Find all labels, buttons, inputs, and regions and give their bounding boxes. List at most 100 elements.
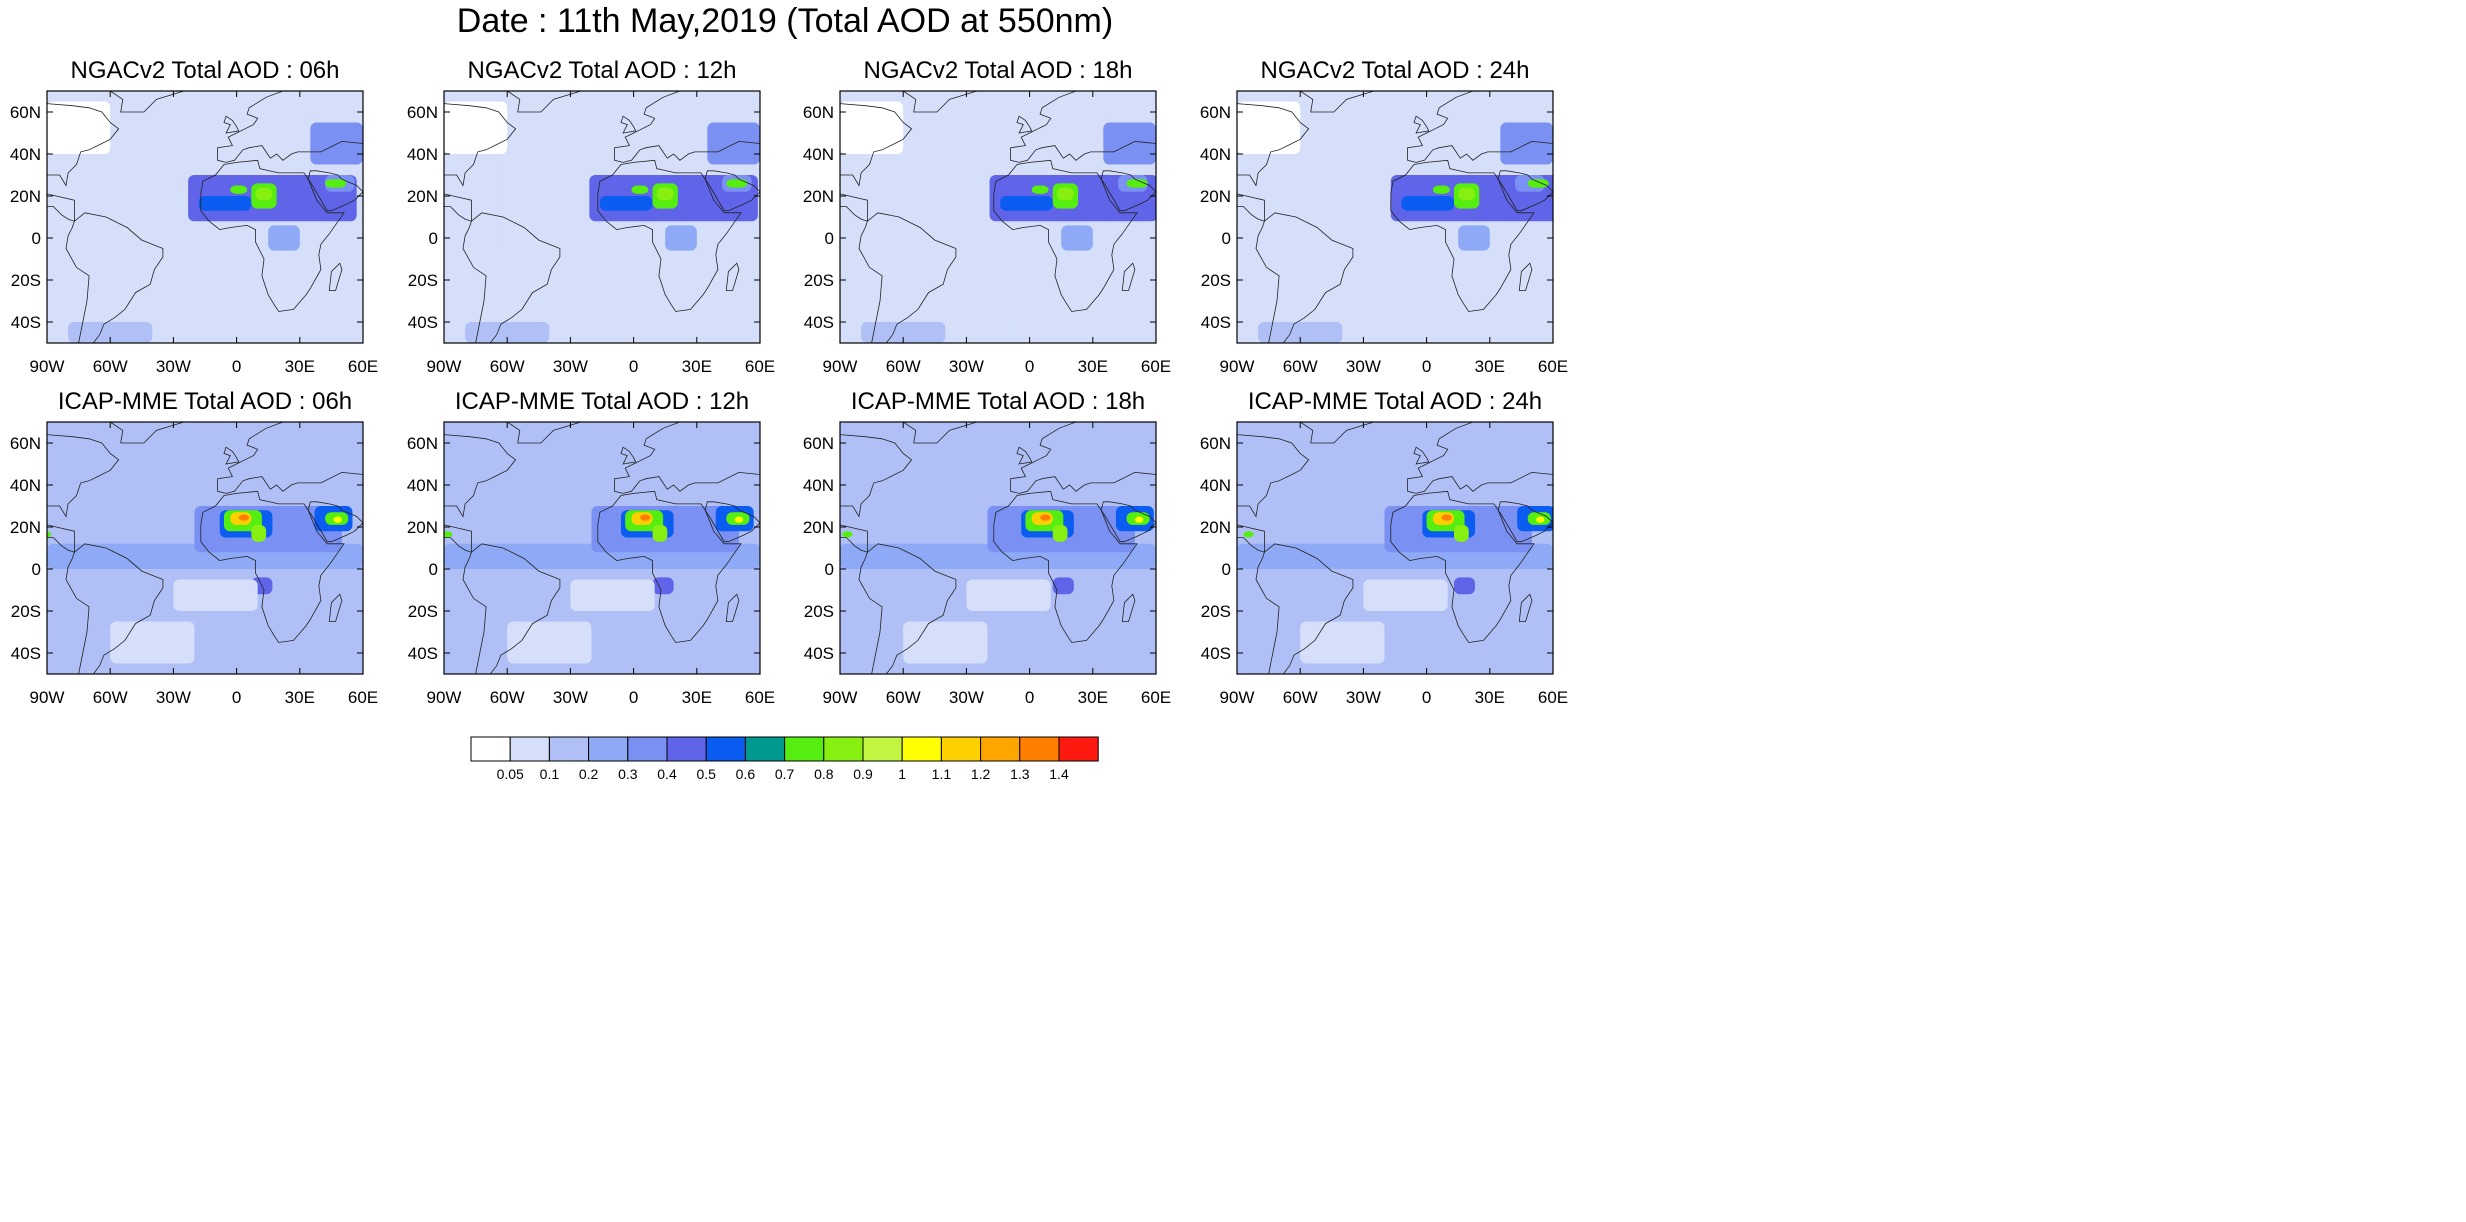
coastline-samerica <box>858 212 957 343</box>
lat-tick-label: 40N <box>803 145 834 164</box>
coastline-arabia <box>307 170 363 212</box>
lon-tick-label: 60W <box>886 688 921 707</box>
lat-tick-label: 20N <box>803 518 834 537</box>
coastline-europe <box>1407 91 1553 163</box>
aod-patch <box>734 516 744 523</box>
aod-patch <box>310 122 363 165</box>
aod-patch <box>1134 516 1144 523</box>
map-frame <box>839 90 1157 344</box>
coastline-europe <box>217 91 363 163</box>
coastline-africa <box>200 490 345 643</box>
coastline-africa <box>597 490 742 643</box>
lat-tick-label: 20S <box>804 271 834 290</box>
lon-tick-label: 60W <box>1283 357 1318 376</box>
lat-tick-label: 20N <box>803 187 834 206</box>
colorbar-swatch <box>666 736 707 762</box>
coastline-samerica <box>858 543 957 674</box>
lat-tick-label: 40N <box>803 476 834 495</box>
lon-tick-label: 30W <box>1346 357 1381 376</box>
coastline-africa <box>200 159 345 312</box>
lat-tick-label: 20S <box>804 602 834 621</box>
lon-tick-label: 30W <box>553 357 588 376</box>
colorbar-label: 0.4 <box>657 766 677 782</box>
colorbar-label: 1 <box>898 766 907 782</box>
lon-tick-label: 60E <box>1141 688 1171 707</box>
aod-patch <box>1052 524 1068 542</box>
lat-tick-label: 60N <box>407 103 438 122</box>
coastline-arabia <box>704 501 760 543</box>
coastline-europe <box>1407 422 1553 494</box>
lat-tick-label: 60N <box>10 434 41 453</box>
lon-tick-label: 0 <box>1025 357 1034 376</box>
lat-tick-label: 0 <box>429 229 438 248</box>
coastline-samerica <box>462 543 561 674</box>
lon-tick-label: 30E <box>1078 357 1108 376</box>
aod-patch <box>612 301 697 343</box>
aod-map-panel: 90W 60W 30W 0 30E 60E 60N 40N 20N 0 20S 40S <box>10 90 378 376</box>
aod-patch <box>238 514 250 521</box>
lat-tick-label: 40N <box>1200 476 1231 495</box>
lon-tick-label: 60W <box>490 688 525 707</box>
coastline-greenland <box>506 422 582 444</box>
aod-patch <box>639 514 651 521</box>
coastline-greenland <box>1299 422 1375 444</box>
aod-field <box>1237 91 1553 343</box>
lat-tick-label: 0 <box>1222 560 1231 579</box>
lon-tick-label: 90W <box>30 357 65 376</box>
aod-patch <box>47 101 111 154</box>
colorbar-swatch <box>548 736 590 762</box>
lon-tick-label: 0 <box>232 357 241 376</box>
aod-patch <box>68 322 153 343</box>
coastline-greenland <box>902 91 978 113</box>
lon-tick-label: 60W <box>886 357 921 376</box>
lat-tick-label: 60N <box>1200 434 1231 453</box>
colorbar-swatch <box>509 736 550 762</box>
aod-patch <box>840 101 904 154</box>
aod-patch <box>1243 531 1254 538</box>
main-title: Date : 11th May,2019 (Total AOD at 550nm… <box>456 2 1114 40</box>
colorbar-label: 0.05 <box>496 766 524 782</box>
map-frame <box>443 90 761 344</box>
coastline-arabia <box>1100 170 1156 212</box>
map-frame <box>1236 421 1554 675</box>
lon-tick-label: 30W <box>156 357 191 376</box>
lon-tick-label: 0 <box>1422 357 1431 376</box>
aod-patch <box>268 225 300 251</box>
aod-field <box>444 91 760 343</box>
aod-field <box>840 91 1156 343</box>
aod-patch <box>652 577 674 595</box>
coastline-samerica <box>65 543 164 674</box>
aod-map-panel: 90W 60W 30W 0 30E 60E 60N 40N 20N 0 20S 40S <box>803 90 1171 376</box>
lat-tick-label: 20N <box>10 187 41 206</box>
coastline-madagascar <box>725 262 740 291</box>
aod-patch <box>842 531 853 538</box>
panel-title: ICAP-MME Total AOD : 06h <box>57 388 353 415</box>
aod-map-panel: 90W 60W 30W 0 30E 60E 60N 40N 20N 0 20S 40S <box>1200 90 1568 376</box>
lon-tick-label: 0 <box>629 688 638 707</box>
coastline-namerica <box>444 103 517 187</box>
aod-patch <box>966 579 1051 611</box>
colorbar-swatch <box>784 736 825 762</box>
coastline-greenland <box>902 422 978 444</box>
lon-tick-label: 30E <box>1078 688 1108 707</box>
aod-patch <box>1441 514 1452 521</box>
coastline-madagascar <box>328 262 343 291</box>
aod-patch <box>1008 301 1093 343</box>
lon-tick-label: 30E <box>1475 688 1505 707</box>
lon-tick-label: 90W <box>1220 688 1255 707</box>
lat-tick-label: 20N <box>1200 187 1231 206</box>
coastline-africa <box>1390 490 1535 643</box>
coastline-greenland <box>506 91 582 113</box>
lon-tick-label: 30E <box>682 688 712 707</box>
lat-tick-label: 20S <box>11 271 41 290</box>
lon-tick-label: 30W <box>949 688 984 707</box>
coastline-camerica <box>444 193 472 222</box>
coastline-arabia <box>1497 501 1553 543</box>
aod-patch <box>707 122 760 165</box>
colorbar-swatch <box>744 736 786 762</box>
aod-field <box>47 91 363 343</box>
aod-map-panel: 90W 60W 30W 0 30E 60E 60N 40N 20N 0 20S 40S <box>803 421 1171 707</box>
colorbar-swatches <box>470 736 1099 762</box>
coastline-britain <box>1016 446 1033 465</box>
colorbar-label: 0.5 <box>696 766 716 782</box>
